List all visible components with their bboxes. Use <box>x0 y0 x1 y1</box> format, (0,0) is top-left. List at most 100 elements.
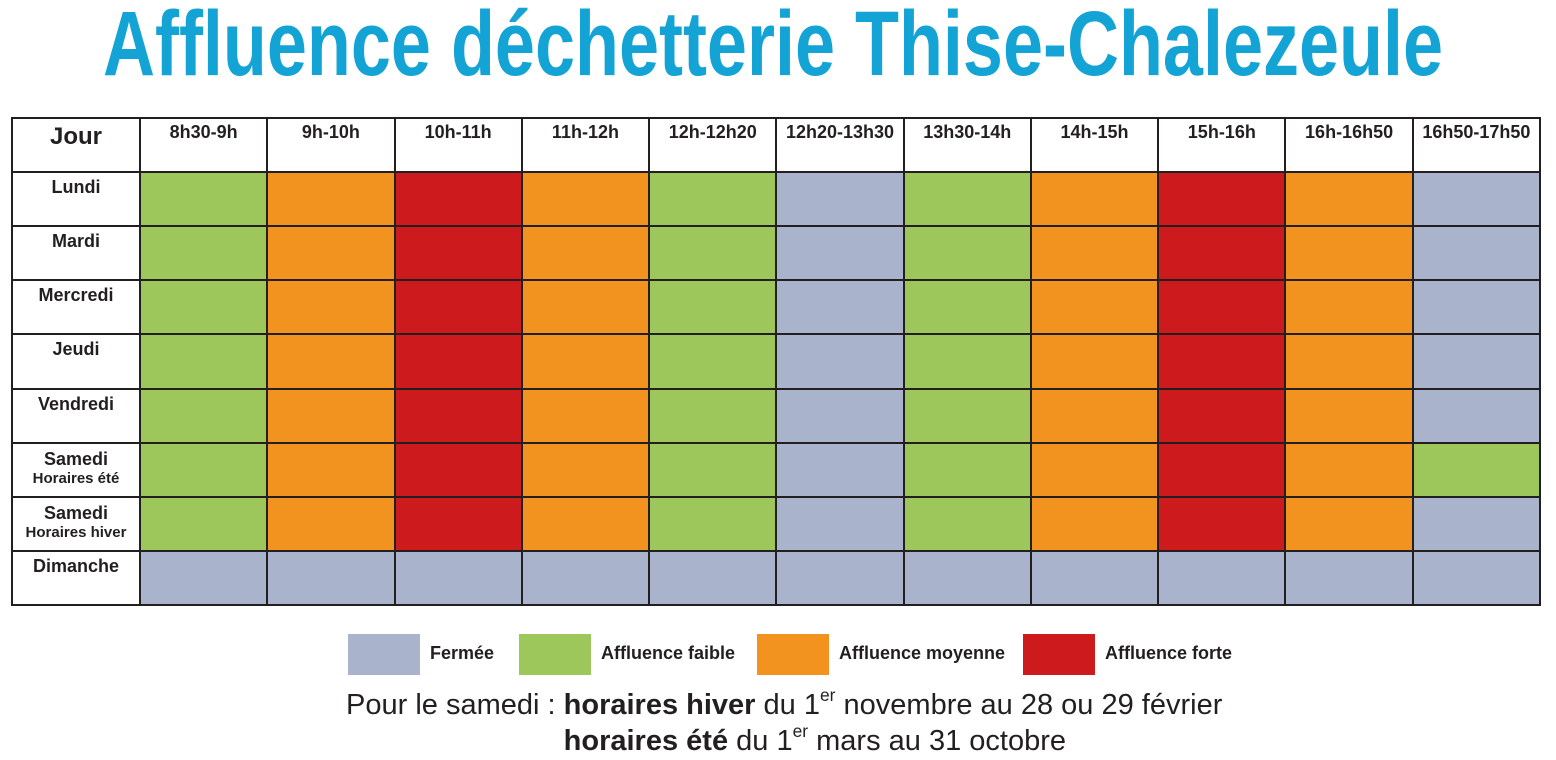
heatmap-cell <box>1413 173 1539 226</box>
heatmap-cell <box>1413 551 1539 604</box>
heatmap-cell <box>650 443 776 496</box>
heatmap-cell <box>1286 551 1412 604</box>
heatmap-cell <box>1031 173 1158 226</box>
day-label: Mardi <box>13 227 139 280</box>
heatmap-cell <box>1286 497 1412 550</box>
heatmap-cell <box>1413 335 1539 388</box>
heatmap-cell <box>777 443 903 496</box>
legend-label: Affluence faible <box>601 642 736 663</box>
day-label: Jeudi <box>13 335 139 388</box>
heatmap-cell <box>1413 497 1539 550</box>
legend-label: Affluence moyenne <box>839 642 1006 663</box>
ordinal-suffix: er <box>820 684 836 705</box>
heatmap-cell <box>904 173 1030 226</box>
heatmap-cell <box>141 335 267 388</box>
legend-label: Affluence forte <box>1105 642 1233 663</box>
heatmap-cell <box>1286 173 1412 226</box>
day-column-header: Jour <box>13 119 139 171</box>
heatmap-cell <box>1159 389 1285 442</box>
time-slot-header: 8h30-9h <box>141 119 267 171</box>
heatmap-cell <box>777 281 903 334</box>
time-slot-header: 9h-10h <box>268 119 394 171</box>
heatmap-cell <box>395 227 521 280</box>
affluence-heatmap-table: Jour 8h30-9h 9h-10h 10h-11h 11h-12h 12h-12h20… <box>11 117 1541 606</box>
day-name: Vendredi <box>37 393 115 414</box>
heatmap-cell <box>268 335 394 388</box>
time-slot-header: 12h-12h20 <box>650 119 776 171</box>
heatmap-cell <box>395 551 521 604</box>
heatmap-cell <box>1413 281 1539 334</box>
heatmap-cell <box>1286 227 1412 280</box>
heatmap-cell <box>141 173 267 226</box>
heatmap-cell <box>395 173 521 226</box>
heatmap-cell <box>141 551 267 604</box>
heatmap-cell <box>904 389 1030 442</box>
heatmap-cell <box>141 281 267 334</box>
legend-item-fermee: Fermée <box>348 634 494 675</box>
heatmap-cell <box>522 173 649 226</box>
legend-swatch <box>1023 634 1095 675</box>
heatmap-cell <box>650 335 776 388</box>
heatmap-cell <box>522 497 649 550</box>
heatmap-cell <box>1031 281 1158 334</box>
day-label: Dimanche <box>13 551 139 604</box>
legend-swatch <box>519 634 591 675</box>
heatmap-cell <box>650 281 776 334</box>
heatmap-cell <box>395 497 521 550</box>
heatmap-cell <box>1159 281 1285 334</box>
heatmap-cell <box>1286 443 1412 496</box>
heatmap-cell <box>141 443 267 496</box>
heatmap-cell <box>268 281 394 334</box>
legend-item-faible: Affluence faible <box>519 634 735 675</box>
heatmap-cell <box>1159 443 1285 496</box>
winter-schedule-start: du 1 <box>763 689 820 721</box>
heatmap-cell <box>1031 335 1158 388</box>
heatmap-cell <box>1031 497 1158 550</box>
heatmap-cell <box>1286 281 1412 334</box>
heatmap-cell <box>1286 389 1412 442</box>
summer-schedule-label: horaires été <box>563 725 729 757</box>
heatmap-cell <box>1031 443 1158 496</box>
heatmap-cell <box>650 497 776 550</box>
heatmap-cell <box>395 335 521 388</box>
winter-schedule-range: novembre au 28 ou 29 février <box>843 689 1223 721</box>
heatmap-cell <box>904 497 1030 550</box>
heatmap-cell <box>777 173 903 226</box>
saturday-note-prefix: Pour le samedi : <box>346 689 556 721</box>
legend-item-moyenne: Affluence moyenne <box>757 634 1005 675</box>
heatmap-cell <box>522 551 649 604</box>
heatmap-cell <box>1031 227 1158 280</box>
day-label: Samedi Horaires été <box>13 443 139 496</box>
legend-swatch <box>757 634 829 675</box>
saturday-schedule-notes: Pour le samedi : horaires hiver du 1er n… <box>346 684 1223 759</box>
day-name: Mardi <box>51 231 100 252</box>
day-name: Dimanche <box>32 555 120 576</box>
heatmap-cell <box>650 551 776 604</box>
time-slot-header: 11h-12h <box>522 119 649 171</box>
heatmap-cell <box>904 281 1030 334</box>
heatmap-cell <box>268 497 394 550</box>
heatmap-cell <box>268 551 394 604</box>
time-slot-header: 10h-11h <box>395 119 521 171</box>
heatmap-cell <box>522 443 649 496</box>
legend-label: Fermée <box>430 642 495 663</box>
heatmap-cell <box>650 173 776 226</box>
heatmap-cell <box>141 389 267 442</box>
summer-schedule-range: mars au 31 octobre <box>816 725 1066 757</box>
heatmap-cell <box>1031 389 1158 442</box>
heatmap-cell <box>268 443 394 496</box>
time-slot-header: 14h-15h <box>1031 119 1158 171</box>
day-name: Mercredi <box>38 285 114 306</box>
day-name: Jeudi <box>52 339 100 360</box>
heatmap-cell <box>777 227 903 280</box>
day-label: Vendredi <box>13 389 139 442</box>
heatmap-cell <box>650 389 776 442</box>
heatmap-cell <box>395 443 521 496</box>
time-slot-header: 15h-16h <box>1159 119 1285 171</box>
heatmap-cell <box>1159 335 1285 388</box>
heatmap-cell <box>141 497 267 550</box>
page-title: Affluence déchetterie Thise-Chalezeule <box>103 0 1443 95</box>
heatmap-cell <box>268 389 394 442</box>
day-label: Lundi <box>13 173 139 226</box>
summer-schedule-start: du 1 <box>736 725 793 757</box>
